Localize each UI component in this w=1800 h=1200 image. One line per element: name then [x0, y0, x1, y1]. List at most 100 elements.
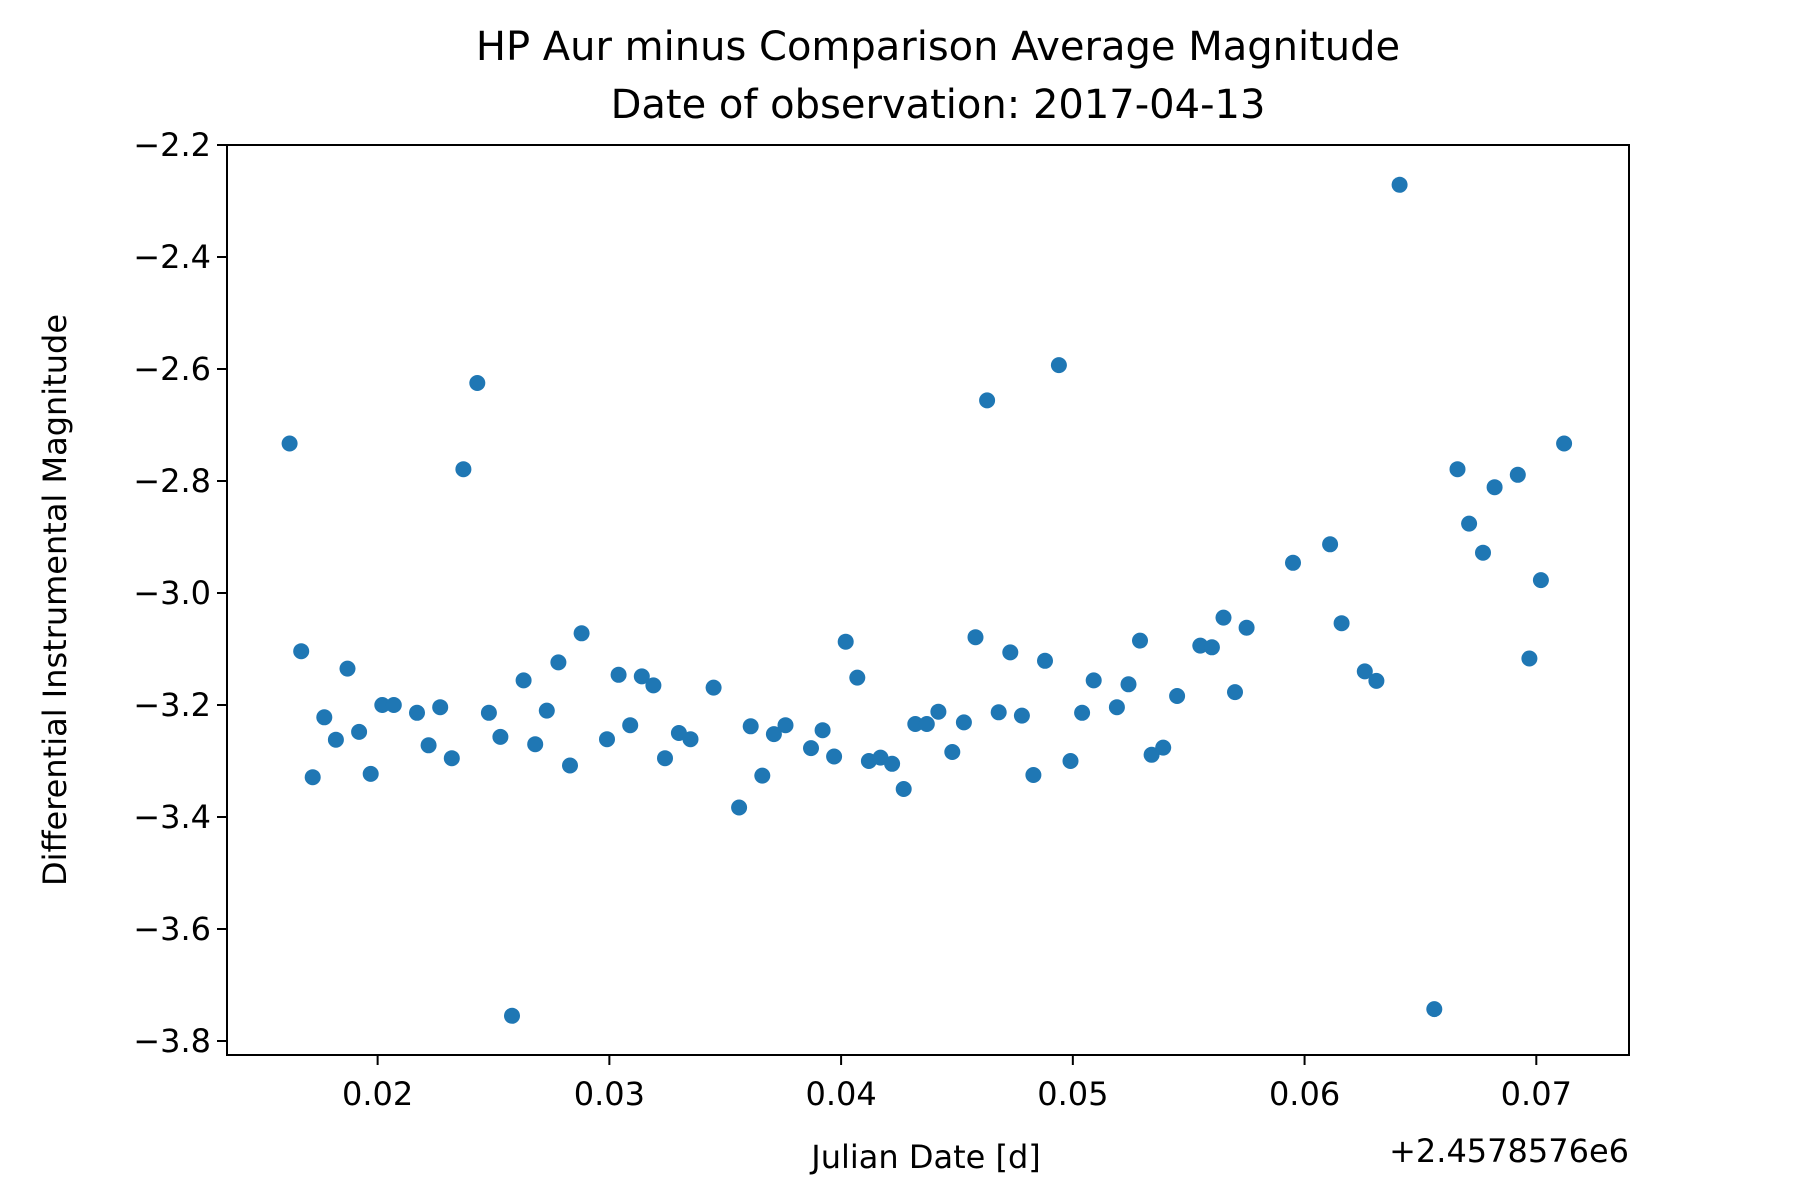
x-tick-label: 0.07	[1501, 1075, 1572, 1113]
y-tick-label: −3.4	[133, 798, 211, 836]
data-point	[814, 722, 831, 739]
data-point	[1322, 536, 1339, 553]
data-point	[1227, 684, 1243, 701]
data-point	[731, 799, 748, 816]
data-point	[562, 757, 578, 774]
data-point	[455, 461, 472, 478]
data-point	[1037, 652, 1053, 669]
y-tick-label: −2.8	[133, 462, 211, 500]
y-axis-ticks: −2.2 −2.4 −2.6 −2.8 −3.0 −3.2 −3.4 −3.6 −3.8	[133, 126, 227, 1060]
data-point	[1285, 554, 1301, 571]
data-point	[955, 714, 972, 731]
data-point	[705, 679, 722, 696]
data-points	[281, 176, 1573, 1024]
data-point	[293, 643, 310, 660]
x-axis-label: Julian Date [d]	[809, 1138, 1041, 1176]
x-tick-label: 0.05	[1037, 1075, 1108, 1113]
data-point	[682, 731, 699, 748]
data-point	[527, 736, 544, 753]
y-tick-label: −2.6	[133, 350, 211, 388]
data-point	[492, 728, 509, 745]
data-point	[304, 769, 321, 786]
data-point	[645, 677, 662, 694]
data-point	[979, 392, 996, 409]
data-point	[622, 717, 639, 734]
chart-title: HP Aur minus Comparison Average Magnitud…	[476, 24, 1400, 70]
data-point	[1475, 544, 1491, 561]
data-point	[1356, 663, 1373, 680]
data-point	[918, 716, 935, 732]
x-axis-offset: +2.4578576e6	[1389, 1132, 1629, 1170]
data-point	[1368, 672, 1385, 689]
plot-frame	[226, 144, 1630, 1056]
y-tick-label: −3.2	[133, 686, 211, 724]
data-point	[765, 726, 782, 743]
y-tick-label: −2.2	[133, 126, 211, 164]
data-point	[895, 781, 912, 797]
data-point	[316, 709, 333, 726]
data-point	[657, 750, 673, 767]
data-point	[1521, 650, 1538, 667]
data-point	[837, 633, 854, 650]
data-point	[1013, 707, 1030, 724]
data-point	[573, 625, 590, 642]
data-point	[849, 669, 866, 686]
y-axis-label: Differential Instrumental Magnitude	[36, 314, 74, 886]
data-point	[1143, 746, 1160, 763]
data-point	[803, 740, 819, 757]
data-point	[1132, 632, 1148, 649]
data-point	[777, 717, 794, 734]
data-point	[420, 737, 437, 754]
data-point	[1025, 767, 1042, 783]
data-point	[515, 672, 532, 689]
data-point	[538, 702, 555, 719]
y-tick-label: −3.6	[133, 910, 211, 948]
data-point	[1215, 609, 1232, 626]
data-point	[990, 704, 1007, 721]
data-point	[1509, 466, 1526, 483]
data-point	[432, 699, 449, 716]
x-tick-label: 0.06	[1269, 1075, 1340, 1113]
data-point	[754, 767, 771, 784]
data-point	[610, 666, 627, 683]
data-point	[633, 668, 650, 685]
data-point	[327, 731, 344, 748]
data-point	[1074, 704, 1091, 721]
data-point	[1062, 753, 1079, 769]
data-point	[1426, 1001, 1443, 1018]
data-point	[1169, 688, 1186, 704]
data-point	[599, 731, 615, 748]
y-tick-label: −3.8	[133, 1022, 211, 1060]
data-point	[884, 755, 901, 772]
data-point	[944, 744, 961, 760]
data-point	[1333, 615, 1350, 632]
data-point	[1108, 699, 1125, 716]
data-point	[1050, 357, 1067, 374]
data-point	[1391, 176, 1408, 193]
data-point	[1002, 644, 1019, 661]
x-axis-ticks: 0.02 0.03 0.04 0.05 0.06 0.07	[342, 1055, 1572, 1113]
data-point	[351, 723, 368, 740]
data-point	[1532, 572, 1549, 589]
data-point	[374, 697, 391, 713]
data-point	[339, 660, 356, 677]
x-tick-label: 0.03	[574, 1075, 645, 1113]
data-point	[1155, 739, 1172, 756]
data-point	[907, 716, 924, 732]
y-tick-label: −3.0	[133, 574, 211, 612]
data-point	[826, 748, 843, 765]
data-point	[1085, 672, 1102, 689]
data-point	[967, 629, 984, 646]
data-point	[1486, 479, 1503, 496]
data-point	[1461, 515, 1478, 532]
data-point	[1238, 619, 1255, 636]
data-point	[469, 375, 486, 391]
data-point	[281, 435, 298, 452]
data-point	[443, 750, 460, 767]
data-point	[409, 704, 425, 721]
data-point	[1449, 461, 1466, 478]
data-point	[930, 703, 947, 720]
data-point	[504, 1007, 520, 1024]
data-point	[385, 697, 402, 713]
